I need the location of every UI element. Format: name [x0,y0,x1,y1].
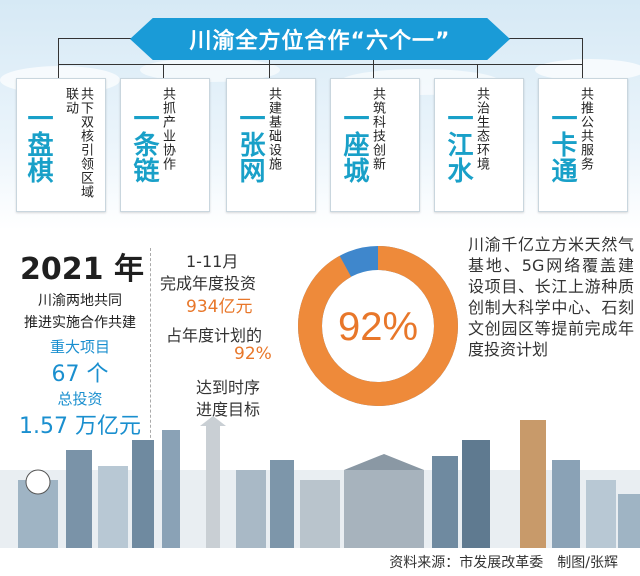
title-banner: 川渝全方位合作“六个一” [130,18,510,60]
footer: 资料来源：市发展改革委 制图/张辉 [0,548,640,576]
card-big-text: 一座城 [339,105,369,183]
card-6: 共推公共服务 一卡通 [538,78,628,212]
left-line-2: 推进实施合作共建 [24,315,136,331]
connector-line [373,60,374,78]
card-big-text: 一张网 [235,105,265,183]
card-3: 共建基础设施 一张网 [226,78,316,212]
card-big-text: 一卡通 [547,105,577,183]
projects-label: 重大项目 [49,338,110,356]
page-title: 川渝全方位合作“六个一” [189,29,451,54]
connector-line [477,64,478,78]
investment-amount: 934亿元 [186,297,253,317]
card-big-text: 一条链 [129,105,159,183]
middle-line-3: 占年度计划的 [166,326,263,345]
card-desc: 共建基础设施 [266,87,281,171]
column-divider [150,248,151,448]
right-description: 川渝千亿立方米天然气基地、5G网络覆盖建设项目、长江上游种质创制大科学中心、石刻… [468,235,634,359]
connector-line [506,38,582,39]
connector-line [58,38,134,39]
card-desc: 共下双核引领区域联动 [63,87,93,199]
card-5: 共治生态环境 一江水 [434,78,524,212]
connector-line [58,64,582,65]
connector-line [582,38,583,78]
investment-value: 1.57 万亿元 [19,414,141,439]
left-line-1: 川渝两地共同 [38,293,122,309]
connector-line [58,38,59,78]
donut-label: 92% [338,305,418,349]
plan-percent: 92% [234,344,272,364]
card-desc: 共治生态环境 [474,87,489,171]
source-credit: 资料来源：市发展改革委 制图/张辉 [389,555,618,571]
card-big-text: 一盘棋 [23,105,53,183]
connector-line [163,64,164,78]
year-heading: 2021 年 [20,252,144,287]
projects-value: 67 个 [51,362,109,387]
middle-line-1: 1-11月 [186,252,239,271]
donut-progress-arc [298,246,458,406]
card-desc: 共筑科技创新 [370,87,385,171]
card-4: 共筑科技创新 一座城 [330,78,420,212]
investment-label: 总投资 [57,390,103,408]
card-desc: 共推公共服务 [578,87,593,171]
card-desc: 共抓产业协作 [160,87,175,171]
connector-line [269,60,270,78]
middle-line-5: 进度目标 [196,400,261,419]
card-2: 共抓产业协作 一条链 [120,78,210,212]
card-1: 共下双核引领区域联动 一盘棋 [16,78,106,212]
card-big-text: 一江水 [443,105,473,183]
city-skyline-illustration [0,416,640,550]
middle-line-2: 完成年度投资 [160,274,257,293]
progress-donut: 92% [298,246,458,406]
middle-line-4: 达到时序 [196,378,261,397]
